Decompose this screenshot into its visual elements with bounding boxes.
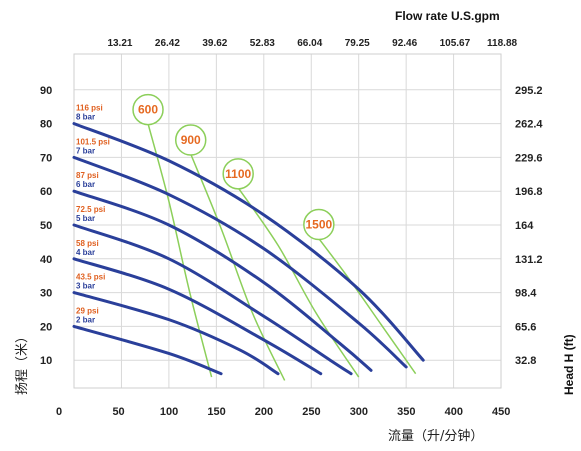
psi-label: 87 psi (76, 171, 99, 180)
pressure-curve-7-bar (72, 155, 408, 369)
right-tick-label: 196.8 (515, 186, 543, 198)
x-axis-title: 流量（升/分钟） (388, 428, 483, 444)
bar-label: 2 bar (76, 315, 95, 324)
top-tick-label: 105.67 (440, 38, 471, 49)
y-tick-label: 50 (40, 220, 52, 232)
top-tick-label: 79.25 (345, 38, 370, 49)
pressure-curve-3-bar (72, 291, 280, 376)
bar-label: 5 bar (76, 214, 95, 223)
top-tick-label: 118.88 (487, 38, 517, 49)
y-tick-label: 60 (40, 186, 52, 198)
air-bubble-label: 1100 (225, 167, 251, 181)
right-tick-label: 131.2 (515, 254, 543, 266)
bar-label: 3 bar (76, 282, 95, 291)
y-tick-label: 20 (40, 321, 52, 333)
air-bubble-600 (132, 93, 164, 126)
axis-ticks: 0 50 100 150 200 250 300 350 400 450 10 20 30 40 50 60 7… (40, 38, 543, 418)
right-tick-label: 32.8 (515, 355, 536, 367)
bar-label: 6 bar (76, 180, 95, 189)
air-curve-900 (190, 153, 286, 381)
psi-label: 43.5 psi (76, 273, 105, 282)
psi-label: 101.5 psi (76, 137, 110, 146)
y-tick-label: 40 (40, 254, 52, 266)
top-tick-label: 13.21 (107, 38, 132, 49)
air-bubble-1100 (222, 158, 254, 190)
x-tick-label: 100 (160, 406, 178, 418)
top-tick-label: 26.42 (155, 38, 180, 49)
x-tick-label: 50 (112, 406, 124, 418)
air-consumption-curves (147, 123, 417, 381)
psi-label: 72.5 psi (76, 205, 105, 214)
right-tick-label: 164 (515, 220, 534, 232)
bar-label: 4 bar (76, 248, 95, 257)
x-tick-label: 200 (255, 406, 273, 418)
right-tick-label: 262.4 (515, 119, 543, 131)
right-axis-title: Head H (ft) (562, 334, 576, 395)
pressure-curve-6-bar (72, 189, 373, 372)
right-tick-label: 65.6 (515, 321, 536, 333)
top-tick-label: 92.46 (392, 38, 417, 49)
plot-frame (73, 53, 502, 389)
air-bubble-label: 1500 (305, 218, 332, 232)
right-tick-label: 98.4 (515, 288, 537, 300)
y-tick-label: 10 (40, 355, 52, 367)
pressure-curve-8-bar (72, 122, 425, 362)
bar-label: 7 bar (76, 146, 95, 155)
x-tick-label: 300 (350, 406, 368, 418)
air-bubble-900 (174, 124, 207, 156)
top-tick-label: 39.62 (202, 38, 227, 49)
psi-label: 116 psi (76, 104, 103, 113)
x-tick-label: 0 (56, 406, 62, 418)
x-tick-label: 350 (397, 406, 415, 418)
pressure-curve-5-bar (72, 223, 353, 376)
x-tick-label: 450 (492, 406, 510, 418)
right-tick-label: 295.2 (515, 85, 543, 97)
pressure-curves (72, 122, 425, 376)
top-tick-label: 52.83 (250, 38, 275, 49)
psi-label: 29 psi (76, 306, 99, 315)
bar-label: 8 bar (76, 113, 95, 122)
air-bubble-label: 900 (181, 133, 201, 147)
psi-label: 58 psi (76, 239, 99, 248)
x-tick-label: 400 (445, 406, 463, 418)
air-curve-600 (147, 123, 213, 378)
pressure-curve-2-bar (72, 324, 223, 376)
x-tick-label: 250 (302, 406, 320, 418)
right-tick-label: 229.6 (515, 152, 543, 164)
top-tick-label: 66.04 (297, 38, 322, 49)
pressure-curve-4-bar (72, 257, 323, 376)
y-tick-label: 90 (40, 85, 52, 97)
air-curve-1100 (237, 187, 360, 378)
grid (74, 54, 502, 388)
air-curve-1500 (318, 238, 417, 375)
y-axis-title: 扬程（米） (15, 330, 30, 395)
x-tick-label: 150 (207, 406, 225, 418)
y-tick-label: 80 (40, 119, 52, 131)
air-bubble-1500 (303, 208, 335, 241)
y-tick-label: 30 (40, 288, 52, 300)
y-tick-label: 70 (40, 152, 52, 164)
air-bubble-label: 600 (138, 103, 158, 117)
top-axis-title: Flow rate U.S.gpm (395, 9, 500, 23)
